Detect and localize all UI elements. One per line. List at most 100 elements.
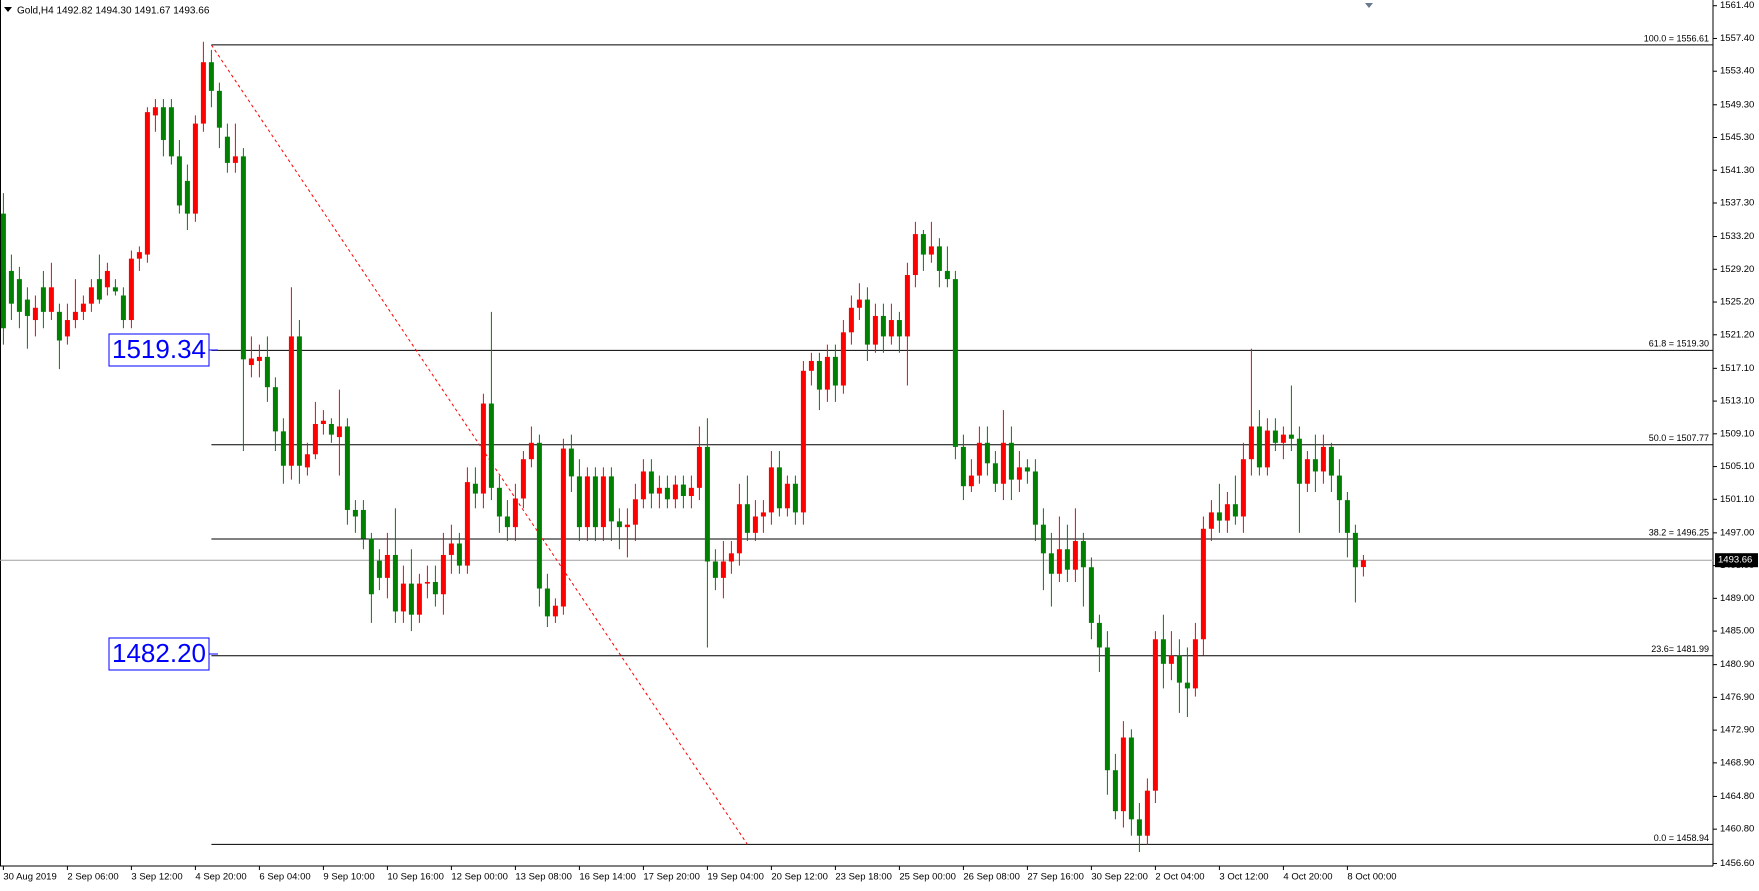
candle-body xyxy=(1272,430,1278,443)
candle-body xyxy=(1248,426,1254,460)
y-tick-label: 1456.60 xyxy=(1720,858,1754,869)
candle-body xyxy=(672,484,678,500)
candle-body xyxy=(328,423,334,435)
candle-body xyxy=(648,471,654,494)
candle-body xyxy=(160,107,166,140)
candle-body xyxy=(560,448,566,607)
candle-body xyxy=(264,356,270,388)
candle-body xyxy=(1144,790,1150,836)
x-tick-label: 16 Sep 14:00 xyxy=(579,872,636,883)
candle-body xyxy=(56,311,62,341)
y-tick-label: 1533.20 xyxy=(1720,231,1754,242)
candle-body xyxy=(432,581,438,595)
candle-body xyxy=(184,180,190,214)
candle-body xyxy=(232,156,238,163)
chart-title: Gold,H4 1492.82 1494.30 1491.67 1493.66 xyxy=(17,6,210,17)
y-tick-label: 1460.80 xyxy=(1720,824,1754,835)
x-tick-label: 3 Sep 12:00 xyxy=(131,872,182,883)
x-tick-label: 10 Sep 16:00 xyxy=(387,872,444,883)
candle-body xyxy=(808,360,814,371)
candle-body xyxy=(1304,459,1310,484)
candle-body xyxy=(816,360,822,390)
fibo-label: 0.0 = 1458.94 xyxy=(1654,833,1709,843)
y-tick-label: 1501.10 xyxy=(1720,494,1754,505)
x-tick-label: 4 Oct 20:00 xyxy=(1283,872,1332,883)
candle-body xyxy=(296,336,302,466)
candle-body xyxy=(1352,532,1358,568)
y-tick-label: 1549.30 xyxy=(1720,99,1754,110)
candle-body xyxy=(416,583,422,615)
y-tick-label: 1537.30 xyxy=(1720,198,1754,209)
candle-body xyxy=(1208,512,1214,529)
candle-body xyxy=(40,287,46,312)
candle-body xyxy=(512,498,518,528)
candle-body xyxy=(744,504,750,533)
candle-body xyxy=(280,431,286,466)
candle-body xyxy=(1072,541,1078,570)
candle-body xyxy=(1336,475,1342,501)
candle-body xyxy=(1112,770,1118,812)
price-label: 1519.34 xyxy=(112,334,206,364)
candle-body xyxy=(632,499,638,525)
candle-body xyxy=(960,446,966,487)
candle-body xyxy=(1176,655,1182,683)
candle-body xyxy=(1328,446,1334,476)
trendline xyxy=(210,44,748,845)
candle-body xyxy=(256,356,262,361)
candle-body xyxy=(1184,682,1190,689)
y-tick-label: 1541.30 xyxy=(1720,165,1754,176)
candle-body xyxy=(832,356,838,386)
candle-body xyxy=(1344,500,1350,533)
candle-body xyxy=(1288,434,1294,439)
candle-body xyxy=(1264,430,1270,468)
shift-marker xyxy=(1365,3,1373,8)
candle-body xyxy=(680,484,686,497)
price-label: 1482.20 xyxy=(112,638,206,668)
y-tick-label: 1521.20 xyxy=(1720,329,1754,340)
candle-body xyxy=(640,471,646,500)
candle-body xyxy=(872,315,878,345)
x-tick-label: 12 Sep 00:00 xyxy=(451,872,508,883)
y-tick-label: 1529.20 xyxy=(1720,264,1754,275)
candle-body xyxy=(1096,622,1102,648)
x-tick-label: 2 Sep 06:00 xyxy=(67,872,118,883)
y-tick-label: 1464.80 xyxy=(1720,791,1754,802)
candle-body xyxy=(1240,459,1246,517)
candle-body xyxy=(24,299,30,316)
y-tick-label: 1545.30 xyxy=(1720,132,1754,143)
candle-body xyxy=(448,543,454,555)
candle-body xyxy=(800,370,806,513)
candle-body xyxy=(1216,512,1222,521)
fibo-label: 50.0 = 1507.77 xyxy=(1649,433,1709,443)
candle-body xyxy=(8,270,14,304)
candle-body xyxy=(1048,553,1054,574)
y-tick-label: 1513.10 xyxy=(1720,396,1754,407)
candle-body xyxy=(920,234,926,255)
candle-body xyxy=(592,476,598,528)
candle-body xyxy=(1088,567,1094,623)
candle-body xyxy=(1320,446,1326,472)
candle-body xyxy=(1104,647,1110,771)
candle-body xyxy=(0,213,6,329)
x-tick-label: 4 Sep 20:00 xyxy=(195,872,246,883)
candle-body xyxy=(1032,471,1038,525)
candle-body xyxy=(1000,442,1006,484)
candle-body xyxy=(600,476,606,528)
candle-body xyxy=(368,538,374,595)
candle-body xyxy=(624,524,630,528)
candle-body xyxy=(768,467,774,513)
candle-body xyxy=(16,279,22,312)
candle-body xyxy=(400,583,406,612)
candle-body xyxy=(176,156,182,206)
candle-body xyxy=(1080,541,1086,568)
candle-body xyxy=(616,521,622,528)
candle-body xyxy=(976,442,982,476)
candle-body xyxy=(848,307,854,333)
candle-body xyxy=(288,336,294,466)
y-tick-label: 1553.40 xyxy=(1720,66,1754,77)
candle-body xyxy=(1296,438,1302,484)
fibo-label: 23.6= 1481.99 xyxy=(1651,644,1709,654)
candle-body xyxy=(912,234,918,276)
x-tick-label: 30 Sep 22:00 xyxy=(1091,872,1148,883)
y-tick-label: 1476.90 xyxy=(1720,692,1754,703)
